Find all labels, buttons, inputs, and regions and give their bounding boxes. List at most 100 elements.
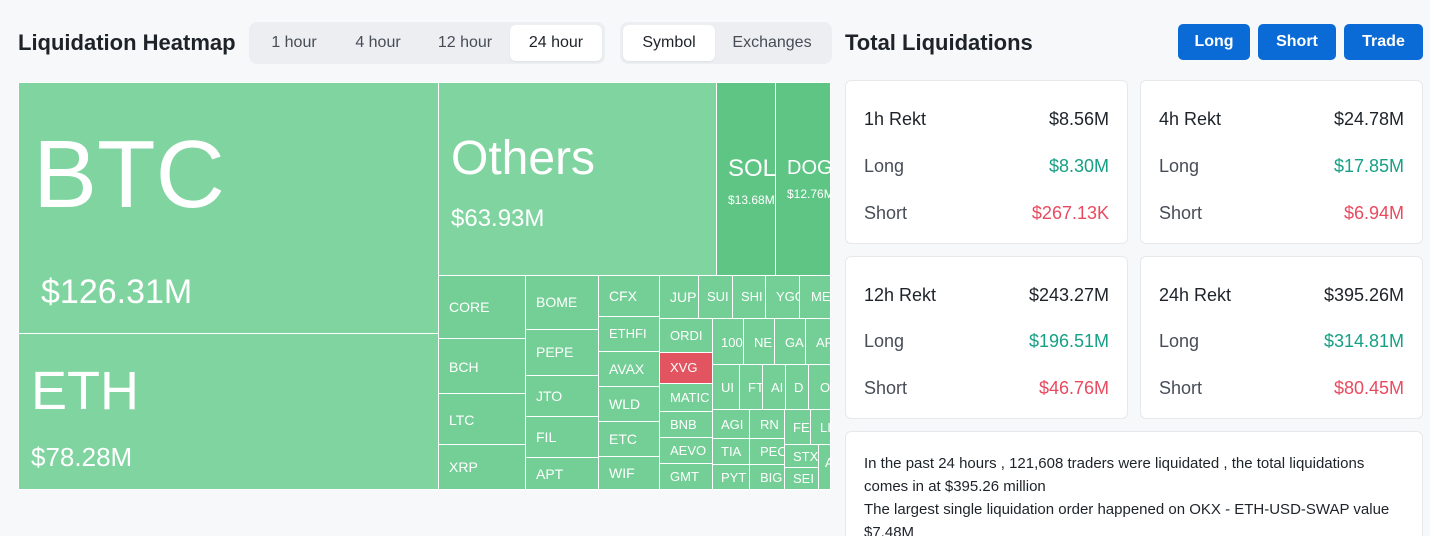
heatmap-cell-name: BTC	[33, 121, 225, 228]
heatmap-cell-name: BOME	[536, 294, 578, 310]
heatmap-cell-doge[interactable]: DOGE $12.76M	[775, 82, 831, 276]
heatmap-cell-ordi[interactable]: ORDI	[659, 318, 713, 353]
heatmap-cell-value: $13.68M	[728, 193, 775, 207]
heatmap-cell-value: $63.93M	[451, 205, 545, 232]
heatmap-cell-name: GA	[785, 335, 804, 350]
heatmap-cell-name: CFX	[609, 288, 637, 304]
heatmap-cell-bnb[interactable]: BNB	[659, 411, 713, 438]
heatmap-cell-pepe[interactable]: PEPE	[525, 329, 599, 376]
trade-button[interactable]: Trade	[1344, 24, 1423, 60]
heatmap-cell-al[interactable]: AI	[762, 364, 786, 410]
heatmap-cell-meme[interactable]: ME	[799, 275, 831, 319]
heatmap-cell-ltc[interactable]: LTC	[438, 393, 526, 445]
heatmap-cell-ft[interactable]: FT	[739, 364, 763, 410]
heatmap-cell-name: O	[820, 380, 831, 395]
heatmap-cell-name: ETHFI	[609, 326, 647, 341]
short-value: $46.76M	[1038, 378, 1109, 398]
short-button[interactable]: Short	[1258, 24, 1336, 60]
heatmap-cell-jup[interactable]: JUP	[659, 275, 699, 319]
tab-exchanges[interactable]: Exchanges	[732, 34, 812, 51]
short-label: Short	[1159, 378, 1203, 398]
heatmap-cell-name: JTO	[536, 388, 563, 404]
long-button[interactable]: Long	[1178, 24, 1250, 60]
heatmap-cell-value: $126.31M	[41, 273, 193, 311]
short-value: $80.45M	[1333, 378, 1404, 398]
heatmap-cell-name: AEVO	[670, 443, 707, 458]
heatmap-cell-fil[interactable]: FIL	[525, 416, 599, 458]
heatmap-cell-eth[interactable]: ETH $78.28M	[18, 333, 439, 490]
heatmap-cell-pyt[interactable]: PYT	[712, 464, 750, 490]
heatmap-cell-gala[interactable]: GA	[774, 318, 806, 365]
heatmap-cell-near[interactable]: NE	[743, 318, 775, 365]
heatmap-cell-name: AGI	[721, 417, 744, 432]
heatmap-cell-bome[interactable]: BOME	[525, 275, 599, 330]
heatmap-cell-name: PEPE	[536, 344, 574, 360]
heatmap-cell-btc[interactable]: BTC $126.31M	[18, 82, 439, 334]
heatmap-cell-others[interactable]: Others $63.93M	[438, 82, 717, 276]
card-total: $24.78M	[1333, 109, 1404, 129]
heatmap-cell-name: APT	[536, 466, 564, 482]
heatmap-cell-ar[interactable]: AR	[805, 318, 831, 365]
liquidation-summary: In the past 24 hours , 121,608 traders w…	[845, 431, 1423, 536]
heatmap-cell-apt[interactable]: APT	[525, 457, 599, 490]
heatmap-cell-xvg[interactable]: XVG	[659, 352, 713, 384]
heatmap-cell-stx[interactable]: STX	[784, 444, 819, 468]
page-title: Liquidation Heatmap	[18, 30, 236, 55]
long-value: $17.85M	[1333, 156, 1404, 176]
heatmap-cell-name: BCH	[449, 359, 479, 375]
heatmap-cell-big[interactable]: BIG	[749, 464, 785, 490]
heatmap-cell-rn[interactable]: RN	[749, 409, 785, 439]
heatmap-cell-name: D	[794, 380, 804, 395]
heatmap-cell-jto[interactable]: JTO	[525, 375, 599, 417]
heatmap-cell-ethfi[interactable]: ETHFI	[598, 316, 660, 352]
heatmap-cell-ygg[interactable]: YGG	[765, 275, 800, 319]
rekt-card-24h: 24h Rekt $395.26M Long $314.81M Short $80.4…	[1140, 256, 1423, 419]
heatmap-cell-xrp[interactable]: XRP	[438, 444, 526, 490]
heatmap-cell-wld[interactable]: WLD	[598, 386, 660, 422]
summary-line-1: In the past 24 hours , 121,608 traders w…	[864, 455, 1365, 495]
heatmap-cell-fe[interactable]: FE	[784, 409, 811, 445]
heatmap-cell-o[interactable]: O	[808, 364, 831, 410]
heatmap-cell-a[interactable]: A	[818, 444, 831, 490]
heatmap-cell-d[interactable]: D	[785, 364, 809, 410]
heatmap-cell-sui[interactable]: SUI	[698, 275, 733, 319]
heatmap-cell-name: XRP	[449, 459, 478, 475]
heatmap-cell-name: LI	[820, 420, 831, 435]
heatmap-cell-value: $78.28M	[31, 442, 133, 472]
heatmap-cell-shib[interactable]: SHI	[732, 275, 766, 319]
heatmap-cell-etc[interactable]: ETC	[598, 421, 660, 457]
heatmap-cell-aevo[interactable]: AEVO	[659, 437, 713, 464]
heatmap-cell-name: ME	[811, 289, 831, 304]
heatmap-cell-li[interactable]: LI	[810, 409, 831, 445]
heatmap-cell-ui[interactable]: UI	[712, 364, 740, 410]
heatmap-cell-name: AR	[816, 335, 830, 350]
heatmap-cell-name: PYT	[721, 470, 747, 485]
heatmap-cell-name: FIL	[536, 429, 557, 445]
heatmap-cell-sol[interactable]: SOL $13.68M	[716, 82, 776, 276]
tab-symbol[interactable]: Symbol	[623, 25, 715, 61]
heatmap-cell-name: Others	[451, 132, 596, 185]
heatmap-cell-matic[interactable]: MATIC	[659, 383, 713, 412]
heatmap-cell-wif[interactable]: WIF	[598, 456, 660, 490]
card-title: 24h Rekt	[1159, 285, 1232, 305]
long-label: Long	[864, 331, 905, 351]
tab-1-hour[interactable]: 1 hour	[271, 34, 317, 51]
heatmap-cell-bch[interactable]: BCH	[438, 338, 526, 394]
heatmap-cell-core[interactable]: CORE	[438, 275, 526, 339]
heatmap-cell-avax[interactable]: AVAX	[598, 351, 660, 387]
heatmap-cell-100[interactable]: 100	[712, 318, 744, 365]
heatmap-cell-cfx[interactable]: CFX	[598, 275, 660, 317]
tab-24-hour[interactable]: 24 hour	[510, 25, 602, 61]
long-label: Long	[1159, 156, 1200, 176]
heatmap-cell-value: $12.76M	[787, 187, 831, 201]
tab-12-hour[interactable]: 12 hour	[437, 34, 493, 51]
heatmap-cell-name: XVG	[670, 360, 698, 375]
tab-4-hour[interactable]: 4 hour	[355, 34, 401, 51]
heatmap-cell-gmt[interactable]: GMT	[659, 463, 713, 490]
heatmap-cell-sei[interactable]: SEI	[784, 467, 819, 490]
heatmap-cell-tia[interactable]: TIA	[712, 438, 750, 465]
heatmap-cell-name: PEC	[760, 444, 785, 459]
heatmap-cell-agi[interactable]: AGI	[712, 409, 750, 439]
heatmap-cell-pec[interactable]: PEC	[749, 438, 785, 465]
